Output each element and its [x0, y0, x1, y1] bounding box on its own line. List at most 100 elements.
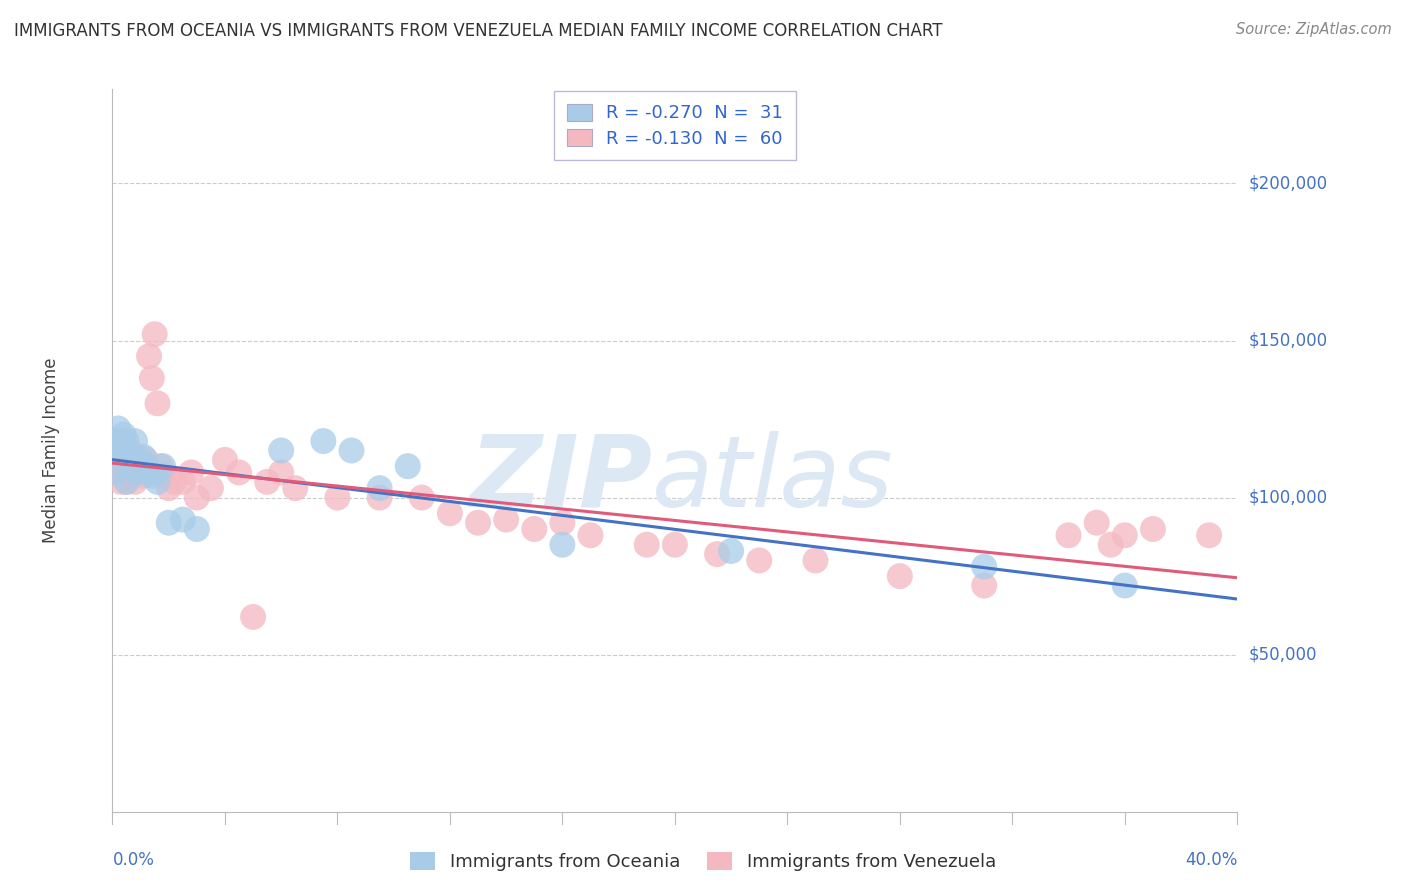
Point: [110, 443, 132, 458]
Point: [112, 466, 135, 480]
Point: [439, 506, 461, 520]
Point: [720, 544, 742, 558]
Point: [124, 475, 146, 489]
Point: [115, 434, 138, 448]
Point: [107, 421, 129, 435]
Point: [118, 443, 141, 458]
Legend: Immigrants from Oceania, Immigrants from Venezuela: Immigrants from Oceania, Immigrants from…: [402, 846, 1004, 879]
Point: [146, 396, 169, 410]
Text: 0.0%: 0.0%: [112, 851, 155, 869]
Point: [748, 553, 770, 567]
Point: [270, 443, 292, 458]
Point: [121, 466, 143, 480]
Point: [1057, 528, 1080, 542]
Point: [146, 475, 169, 489]
Point: [368, 491, 391, 505]
Point: [152, 459, 174, 474]
Point: [138, 349, 160, 363]
Point: [495, 512, 517, 526]
Text: $200,000: $200,000: [1249, 175, 1327, 193]
Point: [121, 459, 143, 474]
Text: 40.0%: 40.0%: [1185, 851, 1237, 869]
Point: [157, 516, 180, 530]
Point: [107, 459, 129, 474]
Point: [1142, 522, 1164, 536]
Point: [664, 538, 686, 552]
Point: [368, 481, 391, 495]
Point: [115, 459, 138, 474]
Text: Median Family Income: Median Family Income: [42, 358, 59, 543]
Text: ZIP: ZIP: [470, 431, 652, 528]
Point: [104, 434, 127, 448]
Point: [1198, 528, 1220, 542]
Point: [163, 475, 186, 489]
Point: [110, 443, 132, 458]
Point: [135, 453, 157, 467]
Point: [973, 578, 995, 592]
Text: $100,000: $100,000: [1249, 489, 1327, 507]
Point: [636, 538, 658, 552]
Point: [186, 522, 208, 536]
Point: [141, 468, 163, 483]
Point: [270, 466, 292, 480]
Point: [112, 453, 135, 467]
Point: [104, 450, 127, 464]
Point: [804, 553, 827, 567]
Point: [149, 459, 172, 474]
Point: [579, 528, 602, 542]
Point: [124, 434, 146, 448]
Point: [143, 327, 166, 342]
Point: [135, 459, 157, 474]
Point: [973, 559, 995, 574]
Point: [411, 491, 433, 505]
Point: [104, 466, 127, 480]
Point: [551, 516, 574, 530]
Point: [1085, 516, 1108, 530]
Point: [124, 459, 146, 474]
Point: [129, 453, 152, 467]
Point: [228, 466, 250, 480]
Point: [132, 450, 155, 464]
Text: IMMIGRANTS FROM OCEANIA VS IMMIGRANTS FROM VENEZUELA MEDIAN FAMILY INCOME CORREL: IMMIGRANTS FROM OCEANIA VS IMMIGRANTS FR…: [14, 22, 942, 40]
Point: [141, 371, 163, 385]
Point: [129, 466, 152, 480]
Point: [110, 475, 132, 489]
Point: [1114, 528, 1136, 542]
Text: $150,000: $150,000: [1249, 332, 1327, 350]
Point: [115, 475, 138, 489]
Point: [107, 434, 129, 448]
Point: [104, 466, 127, 480]
Point: [200, 481, 222, 495]
Text: $50,000: $50,000: [1249, 646, 1317, 664]
Point: [1114, 578, 1136, 592]
Point: [121, 453, 143, 467]
Point: [118, 468, 141, 483]
Point: [889, 569, 911, 583]
Point: [256, 475, 278, 489]
Point: [115, 475, 138, 489]
Point: [396, 459, 419, 474]
Point: [467, 516, 489, 530]
Text: Source: ZipAtlas.com: Source: ZipAtlas.com: [1236, 22, 1392, 37]
Point: [112, 453, 135, 467]
Point: [326, 491, 349, 505]
Point: [138, 466, 160, 480]
Point: [242, 610, 264, 624]
Point: [127, 466, 149, 480]
Legend: R = -0.270  N =  31, R = -0.130  N =  60: R = -0.270 N = 31, R = -0.130 N = 60: [554, 91, 796, 161]
Point: [706, 547, 728, 561]
Point: [284, 481, 307, 495]
Point: [118, 450, 141, 464]
Point: [180, 466, 202, 480]
Point: [152, 468, 174, 483]
Point: [1099, 538, 1122, 552]
Point: [157, 481, 180, 495]
Point: [127, 466, 149, 480]
Point: [186, 491, 208, 505]
Text: atlas: atlas: [652, 431, 894, 528]
Point: [340, 443, 363, 458]
Point: [172, 475, 194, 489]
Point: [312, 434, 335, 448]
Point: [551, 538, 574, 552]
Point: [132, 468, 155, 483]
